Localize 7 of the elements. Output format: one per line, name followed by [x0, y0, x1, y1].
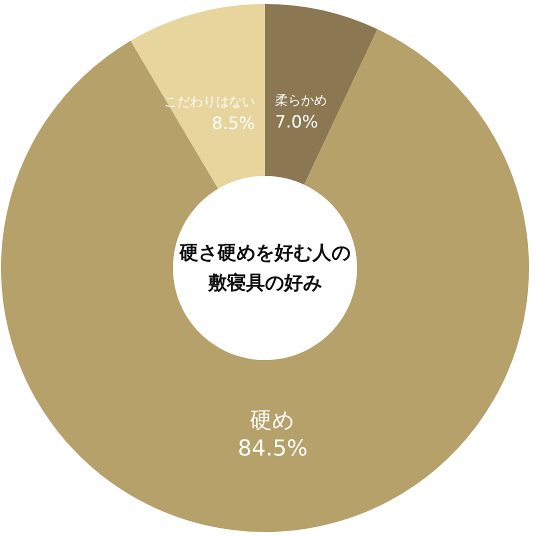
data-label: 84.5% [238, 436, 308, 462]
slice-label: 硬め [250, 408, 296, 434]
data-label: 7.0% [275, 112, 318, 132]
slice-label: 柔らかめ [275, 93, 327, 108]
data-label: 8.5% [212, 114, 255, 134]
text: 硬さ硬めを好む人の敷寝具の好み [178, 241, 352, 296]
slice-label: こだわりはない [164, 95, 255, 110]
